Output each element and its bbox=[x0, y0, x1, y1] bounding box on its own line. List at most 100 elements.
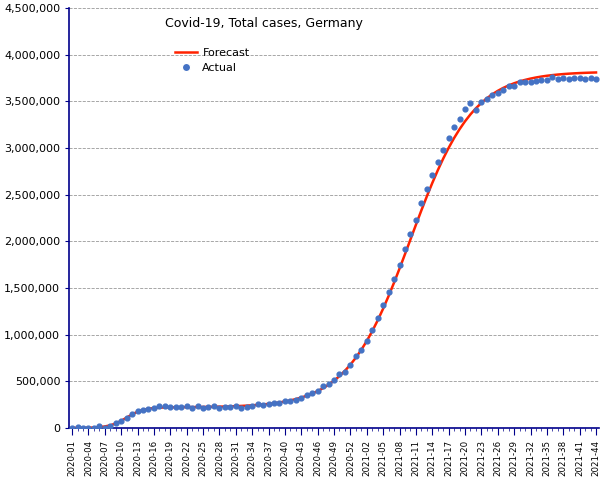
Actual bbox=[422, 185, 431, 192]
Actual bbox=[160, 402, 169, 409]
Actual bbox=[428, 171, 437, 179]
Actual bbox=[515, 79, 525, 86]
Actual bbox=[394, 262, 404, 269]
Actual bbox=[269, 399, 279, 407]
Actual bbox=[460, 105, 470, 112]
Actual bbox=[520, 78, 530, 85]
Actual bbox=[531, 78, 541, 85]
Actual bbox=[215, 404, 224, 411]
Actual bbox=[193, 402, 203, 410]
Legend: Forecast, Actual: Forecast, Actual bbox=[170, 43, 254, 78]
Actual bbox=[416, 199, 426, 207]
Actual bbox=[367, 326, 377, 334]
Actual bbox=[275, 399, 284, 407]
Line: Forecast: Forecast bbox=[72, 72, 596, 428]
Actual bbox=[482, 96, 492, 103]
Text: Covid-19, Total cases, Germany: Covid-19, Total cases, Germany bbox=[165, 17, 362, 30]
Actual bbox=[564, 75, 574, 83]
Actual bbox=[439, 146, 448, 154]
Actual bbox=[188, 404, 197, 412]
Actual bbox=[553, 75, 563, 83]
Actual bbox=[351, 352, 361, 360]
Actual bbox=[586, 74, 595, 82]
Actual bbox=[313, 387, 322, 395]
Actual bbox=[345, 361, 355, 369]
Actual bbox=[258, 401, 268, 408]
Actual bbox=[450, 123, 459, 131]
Actual bbox=[400, 245, 410, 253]
Actual bbox=[389, 275, 399, 282]
Actual bbox=[569, 74, 579, 82]
Actual bbox=[509, 82, 519, 90]
Actual bbox=[286, 397, 295, 405]
Actual bbox=[493, 89, 503, 96]
Actual bbox=[198, 404, 208, 412]
Actual bbox=[89, 424, 99, 432]
Actual bbox=[220, 403, 230, 410]
Actual bbox=[318, 383, 328, 390]
Actual bbox=[73, 423, 82, 431]
Actual bbox=[362, 337, 371, 345]
Actual bbox=[253, 400, 263, 408]
Actual bbox=[182, 402, 192, 410]
Actual bbox=[455, 115, 465, 122]
Actual bbox=[477, 98, 486, 106]
Actual bbox=[111, 419, 120, 426]
Actual bbox=[138, 407, 148, 414]
Actual bbox=[204, 404, 214, 411]
Actual bbox=[165, 403, 175, 410]
Actual bbox=[329, 376, 339, 384]
Actual bbox=[488, 91, 497, 99]
Actual bbox=[504, 82, 514, 90]
Actual bbox=[580, 75, 590, 83]
Actual bbox=[127, 410, 137, 418]
Actual bbox=[384, 288, 393, 296]
Forecast bbox=[368, 328, 376, 334]
Actual bbox=[526, 78, 535, 85]
Actual bbox=[302, 392, 312, 399]
Actual bbox=[132, 407, 142, 414]
Actual bbox=[307, 389, 317, 397]
Actual bbox=[78, 424, 88, 432]
Actual bbox=[154, 402, 164, 410]
Actual bbox=[94, 422, 104, 430]
Forecast bbox=[85, 425, 92, 431]
Actual bbox=[242, 403, 252, 411]
Actual bbox=[324, 381, 333, 388]
Actual bbox=[143, 405, 153, 413]
Actual bbox=[537, 77, 546, 84]
Actual bbox=[264, 400, 273, 408]
Actual bbox=[67, 424, 77, 432]
Actual bbox=[209, 402, 219, 410]
Forecast bbox=[473, 105, 480, 111]
Forecast bbox=[205, 404, 212, 410]
Actual bbox=[548, 73, 557, 81]
Actual bbox=[340, 368, 350, 375]
Actual bbox=[177, 403, 186, 410]
Forecast bbox=[68, 425, 76, 431]
Actual bbox=[226, 403, 235, 411]
Forecast bbox=[592, 70, 600, 75]
Actual bbox=[558, 74, 568, 82]
Actual bbox=[466, 99, 476, 107]
Actual bbox=[356, 347, 366, 354]
Actual bbox=[116, 418, 126, 425]
Actual bbox=[83, 424, 93, 432]
Actual bbox=[100, 424, 110, 432]
Actual bbox=[171, 403, 180, 411]
Actual bbox=[433, 158, 443, 166]
Actual bbox=[591, 75, 601, 83]
Actual bbox=[373, 314, 382, 322]
Actual bbox=[296, 394, 306, 402]
Actual bbox=[149, 405, 159, 412]
Actual bbox=[411, 216, 420, 224]
Actual bbox=[444, 134, 454, 142]
Actual bbox=[122, 414, 131, 422]
Actual bbox=[280, 397, 290, 405]
Actual bbox=[291, 396, 301, 404]
Actual bbox=[575, 73, 584, 81]
Actual bbox=[335, 371, 344, 378]
Forecast bbox=[106, 422, 114, 428]
Actual bbox=[247, 402, 257, 409]
Actual bbox=[231, 403, 241, 410]
